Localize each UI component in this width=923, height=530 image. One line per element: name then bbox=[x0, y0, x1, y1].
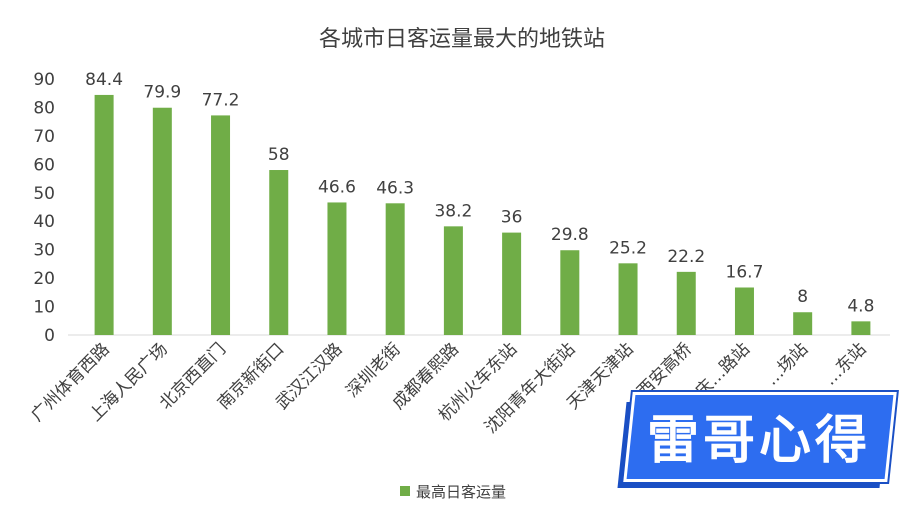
data-label: 77.2 bbox=[202, 90, 240, 110]
watermark-text: 雷哥心得 bbox=[646, 411, 871, 471]
y-tick-label: 10 bbox=[33, 298, 55, 318]
y-tick-label: 90 bbox=[33, 70, 55, 90]
bar bbox=[327, 202, 347, 335]
legend: 最高日客运量 bbox=[400, 483, 506, 501]
legend-swatch bbox=[400, 486, 410, 496]
category-label: …场站 bbox=[762, 339, 812, 389]
bar bbox=[560, 250, 580, 335]
bars bbox=[94, 94, 871, 336]
bar bbox=[793, 312, 813, 335]
data-label: 58 bbox=[268, 145, 290, 165]
y-tick-label: 50 bbox=[33, 184, 55, 204]
data-label: 84.4 bbox=[85, 70, 123, 90]
bar bbox=[94, 94, 114, 335]
data-label: 29.8 bbox=[551, 225, 589, 245]
data-labels: 84.4 79.9 77.2 58 46.6 46.3 38.2 36 29.8 25.2 22.2… bbox=[85, 70, 874, 316]
bar bbox=[851, 321, 871, 335]
category-label: …东站 bbox=[820, 339, 870, 389]
data-label: 79.9 bbox=[143, 83, 181, 103]
data-label: 46.6 bbox=[318, 177, 356, 197]
y-tick-label: 20 bbox=[33, 269, 55, 289]
legend-label: 最高日客运量 bbox=[416, 483, 506, 501]
data-label: 36 bbox=[501, 208, 523, 228]
y-tick-label: 40 bbox=[33, 212, 55, 232]
watermark-logo: 雷哥心得 bbox=[617, 392, 897, 488]
y-axis-ticks: 0 10 20 30 40 50 60 70 80 90 bbox=[33, 70, 55, 346]
bar bbox=[618, 263, 638, 335]
y-tick-label: 80 bbox=[33, 98, 55, 118]
bar bbox=[734, 287, 754, 335]
bar bbox=[502, 232, 522, 335]
bar bbox=[269, 170, 289, 335]
y-tick-label: 60 bbox=[33, 155, 55, 175]
bar bbox=[676, 271, 696, 335]
y-tick-label: 0 bbox=[44, 326, 55, 346]
chart-title: 各城市日客运量最大的地铁站 bbox=[319, 27, 605, 52]
data-label: 38.2 bbox=[434, 201, 472, 221]
data-label: 25.2 bbox=[609, 238, 647, 258]
data-label: 8 bbox=[797, 287, 808, 307]
bar bbox=[443, 226, 463, 335]
y-tick-label: 30 bbox=[33, 241, 55, 261]
data-label: 46.3 bbox=[376, 178, 414, 198]
data-label: 22.2 bbox=[667, 247, 705, 267]
data-label: 16.7 bbox=[726, 262, 764, 282]
y-tick-label: 70 bbox=[33, 127, 55, 147]
data-label: 4.8 bbox=[847, 296, 874, 316]
bar bbox=[211, 115, 231, 335]
bar bbox=[152, 107, 172, 336]
bar bbox=[385, 203, 405, 335]
